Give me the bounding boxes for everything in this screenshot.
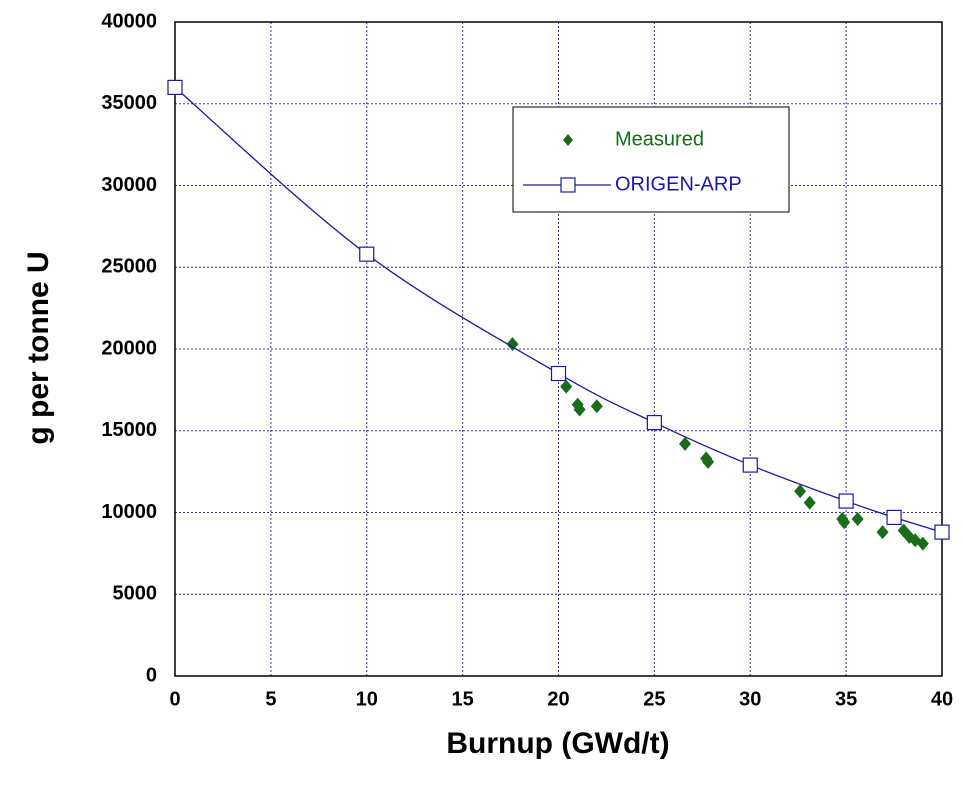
- y-tick-label: 5000: [113, 583, 158, 605]
- data-point: [679, 436, 692, 451]
- data-point: [876, 525, 889, 540]
- data-point: [838, 515, 851, 530]
- y-tick-label: 30000: [101, 174, 157, 196]
- plot-frame: [174, 21, 943, 677]
- data-point: [803, 495, 816, 510]
- legend-label: Measured: [615, 128, 704, 150]
- data-point: [550, 365, 567, 382]
- data-point: [851, 512, 864, 527]
- x-tick-label: 35: [835, 688, 857, 710]
- legend-box: [512, 106, 790, 213]
- legend-label: ORIGEN-ARP: [615, 173, 742, 195]
- y-tick-label: 0: [146, 664, 157, 686]
- x-tick-label: 20: [547, 688, 569, 710]
- legend-marker: [560, 177, 576, 193]
- data-point: [590, 399, 603, 414]
- data-point: [560, 379, 573, 394]
- data-point: [742, 457, 758, 473]
- legend-marker: [563, 134, 573, 146]
- data-point: [573, 402, 586, 417]
- y-tick-label: 20000: [101, 337, 157, 359]
- data-point: [646, 414, 662, 431]
- x-tick-label: 40: [931, 688, 953, 710]
- data-point: [702, 454, 715, 469]
- data-point: [167, 79, 183, 96]
- y-tick-label: 35000: [101, 92, 157, 114]
- data-point: [916, 536, 929, 551]
- data-point: [794, 484, 807, 499]
- data-point: [506, 337, 519, 352]
- x-tick-label: 25: [643, 688, 665, 710]
- y-tick-label: 10000: [101, 501, 157, 523]
- x-tick-label: 5: [265, 688, 276, 710]
- x-axis-title: Burnup (GWd/t): [446, 727, 669, 760]
- data-point: [886, 509, 902, 526]
- y-tick-label: 25000: [101, 256, 157, 278]
- x-tick-label: 10: [356, 688, 378, 710]
- y-tick-label: 40000: [101, 10, 157, 32]
- x-tick-label: 30: [739, 688, 761, 710]
- x-tick-label: 0: [169, 688, 180, 710]
- data-point: [934, 524, 950, 540]
- x-tick-label: 15: [452, 688, 474, 710]
- data-point: [838, 493, 854, 509]
- y-tick-label: 15000: [101, 419, 157, 441]
- data-point: [359, 246, 375, 262]
- y-axis-title: g per tonne U: [22, 251, 55, 444]
